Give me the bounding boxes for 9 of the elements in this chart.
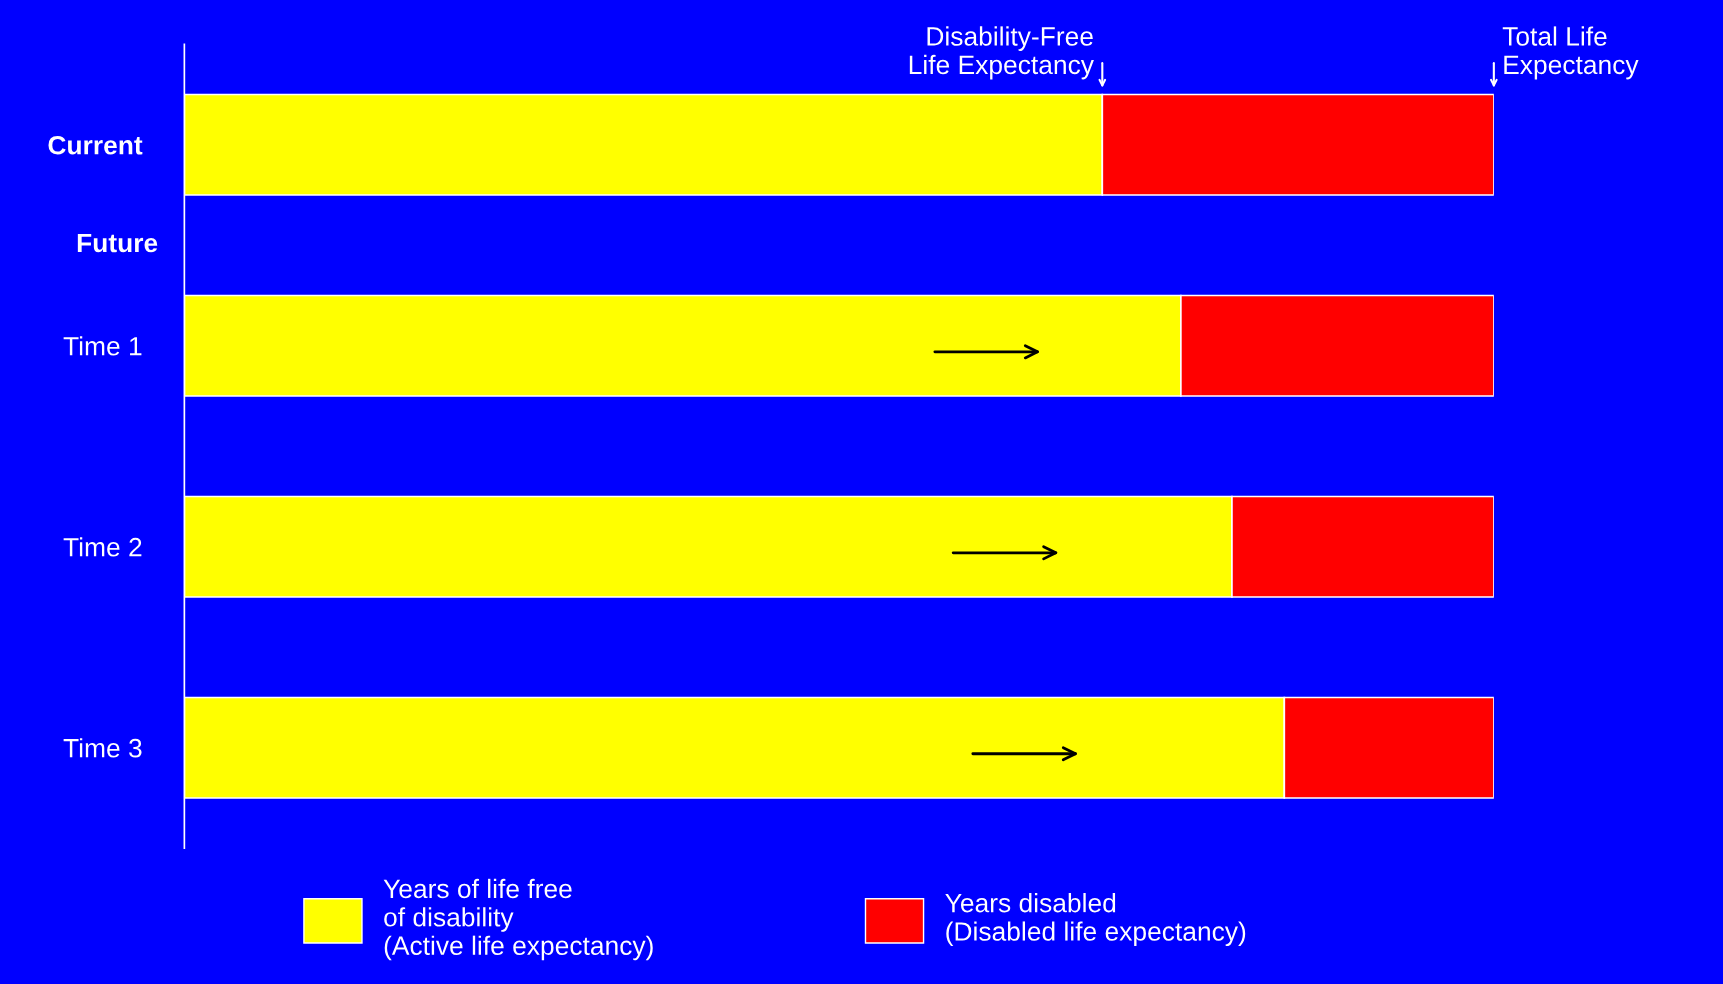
- y-tick-label: Time 3: [63, 738, 142, 758]
- legend-label: Years disabled (Disabled life expectancy): [945, 893, 1246, 947]
- y-tick-label: Current: [48, 135, 143, 155]
- text: Future: [77, 233, 158, 253]
- annotation: Disability-Free Life Expectancy: [909, 26, 1094, 80]
- y-tick-label: Time 2: [63, 537, 142, 557]
- y-tick-label: Time 1: [63, 336, 142, 356]
- legend-label: Years of life free of disability (Active life expectancy): [383, 878, 653, 961]
- annotation: Total Life Expectancy: [1502, 26, 1639, 80]
